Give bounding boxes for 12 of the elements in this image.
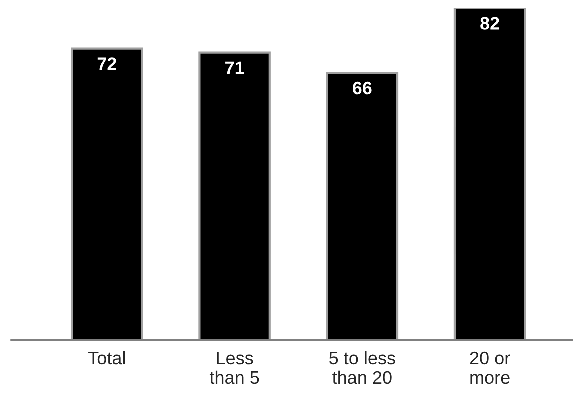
bar [71, 48, 144, 340]
data-label: 66 [353, 82, 372, 95]
data-label: 72 [98, 58, 116, 70]
x-tick-label: Less than 5 [210, 352, 260, 384]
bar [198, 52, 271, 340]
bar [454, 8, 526, 340]
bar [326, 72, 399, 340]
x-tick-label: 20 or more [470, 352, 510, 384]
x-tick-label: 5 to less than 20 [330, 351, 396, 384]
data-label: 71 [226, 62, 244, 74]
x-tick-label: Total [88, 351, 126, 365]
data-label: 82 [480, 17, 500, 30]
